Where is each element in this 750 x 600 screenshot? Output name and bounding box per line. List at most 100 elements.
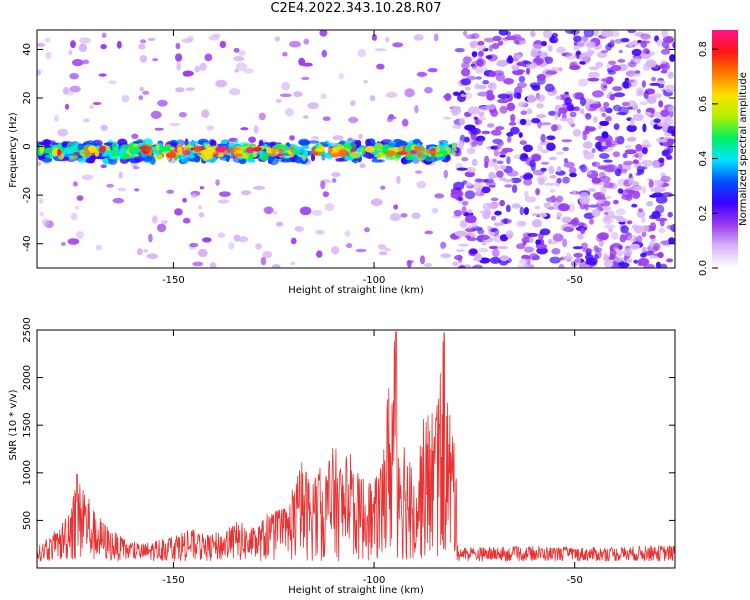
heatmap-cell: [596, 51, 608, 59]
heatmap-cell: [583, 151, 595, 160]
heatmap-cell: [569, 111, 577, 118]
heatmap-cell: [298, 138, 310, 146]
heatmap-cell: [303, 115, 309, 119]
snr-xlabel: Height of straight line (km): [288, 585, 424, 596]
heatmap-cell: [100, 44, 107, 50]
heatmap-cell: [95, 244, 103, 251]
heatmap-cell: [466, 225, 477, 230]
heatmap-cell: [371, 156, 377, 160]
heatmap-cell: [589, 103, 602, 109]
heatmap-cell: [215, 79, 228, 88]
spectrogram-y-ticks: -40 -20 0 20 40: [22, 43, 675, 252]
heatmap-cell: [640, 33, 651, 40]
heatmap-cell: [205, 149, 212, 159]
heatmap-cell: [613, 92, 626, 98]
heatmap-cell: [169, 122, 181, 127]
heatmap-cell: [262, 251, 273, 259]
heatmap-cell: [72, 59, 84, 67]
heatmap-cell: [668, 109, 674, 118]
heatmap-cell: [569, 64, 581, 70]
heatmap-cell: [477, 91, 489, 97]
heatmap-cell: [642, 48, 650, 54]
heatmap-cell: [67, 91, 74, 96]
heatmap-cell: [43, 139, 51, 148]
heatmap-cell: [604, 215, 611, 222]
heatmap-cell: [546, 142, 556, 151]
heatmap-cell: [551, 248, 561, 255]
heatmap-cell: [204, 53, 213, 62]
heatmap-cell: [461, 157, 469, 162]
heatmap-cell: [487, 82, 495, 89]
heatmap-cell: [57, 128, 69, 137]
heatmap-cell: [631, 181, 640, 186]
heatmap-cell: [462, 201, 469, 206]
heatmap-cell: [464, 92, 473, 99]
y-tick-label: 0: [22, 143, 33, 149]
heatmap-cell: [235, 62, 247, 71]
y-tick-label: -40: [22, 236, 33, 252]
heatmap-cell: [605, 116, 612, 122]
heatmap-cell: [415, 170, 423, 174]
heatmap-cell: [499, 150, 508, 155]
heatmap-cell: [641, 216, 646, 223]
heatmap-cell: [320, 180, 326, 190]
colorbar: 0.0 0.2 0.4 0.6 0.8 Normalized spectral ampl…: [698, 30, 749, 276]
heatmap-cell: [591, 148, 596, 154]
heatmap-cell: [505, 230, 514, 239]
heatmap-cell: [649, 194, 658, 198]
heatmap-cell: [332, 135, 344, 141]
y-tick-label: 20: [22, 92, 33, 105]
heatmap-cell: [556, 177, 562, 184]
heatmap-cell: [100, 164, 107, 169]
heatmap-cell: [528, 159, 537, 168]
heatmap-cell: [504, 184, 513, 188]
heatmap-cell: [263, 206, 274, 215]
heatmap-cell: [636, 235, 643, 244]
heatmap-cell: [573, 35, 582, 42]
heatmap-cell: [361, 148, 366, 155]
heatmap-cell: [486, 123, 495, 128]
heatmap-cell: [174, 208, 183, 216]
heatmap-cell: [656, 39, 663, 47]
heatmap-cell: [603, 211, 609, 216]
heatmap-cell: [452, 91, 460, 97]
spectrogram-panel: -150 -100 -50 -40 -20 0 20 40 Height of straig…: [8, 29, 676, 296]
heatmap-cell: [615, 249, 624, 257]
heatmap-cell: [351, 147, 357, 153]
heatmap-cell: [660, 175, 671, 183]
heatmap-cell: [407, 260, 412, 268]
heatmap-cell: [659, 263, 668, 268]
heatmap-cell: [592, 116, 598, 123]
heatmap-cell: [411, 212, 421, 220]
heatmap-cell: [527, 232, 539, 237]
heatmap-cell: [629, 118, 635, 127]
heatmap-cell: [464, 86, 471, 91]
heatmap-cell: [274, 36, 281, 42]
heatmap-cell: [303, 38, 310, 45]
heatmap-cell: [215, 179, 220, 186]
heatmap-cell: [473, 116, 478, 120]
heatmap-cell: [301, 145, 310, 150]
heatmap-cell: [604, 224, 615, 230]
heatmap-cell: [440, 241, 446, 249]
heatmap-cell: [634, 70, 641, 75]
heatmap-cell: [243, 68, 254, 74]
heatmap-cell: [532, 169, 545, 176]
heatmap-cell: [38, 198, 44, 204]
heatmap-cell: [587, 188, 596, 192]
heatmap-cell: [454, 254, 463, 261]
heatmap-cell: [234, 153, 243, 157]
heatmap-cell: [515, 69, 526, 73]
heatmap-cell: [52, 144, 61, 148]
colorbar-tick-label: 0.6: [698, 96, 709, 112]
heatmap-cell: [140, 39, 147, 44]
heatmap-cell: [117, 187, 127, 192]
heatmap-cell: [455, 249, 465, 253]
heatmap-cell: [664, 84, 675, 93]
heatmap-cell: [649, 234, 656, 239]
heatmap-cell: [665, 155, 673, 160]
heatmap-cell: [416, 181, 427, 189]
heatmap-cell: [540, 122, 552, 126]
heatmap-cell: [632, 190, 641, 200]
heatmap-cell: [198, 248, 208, 258]
